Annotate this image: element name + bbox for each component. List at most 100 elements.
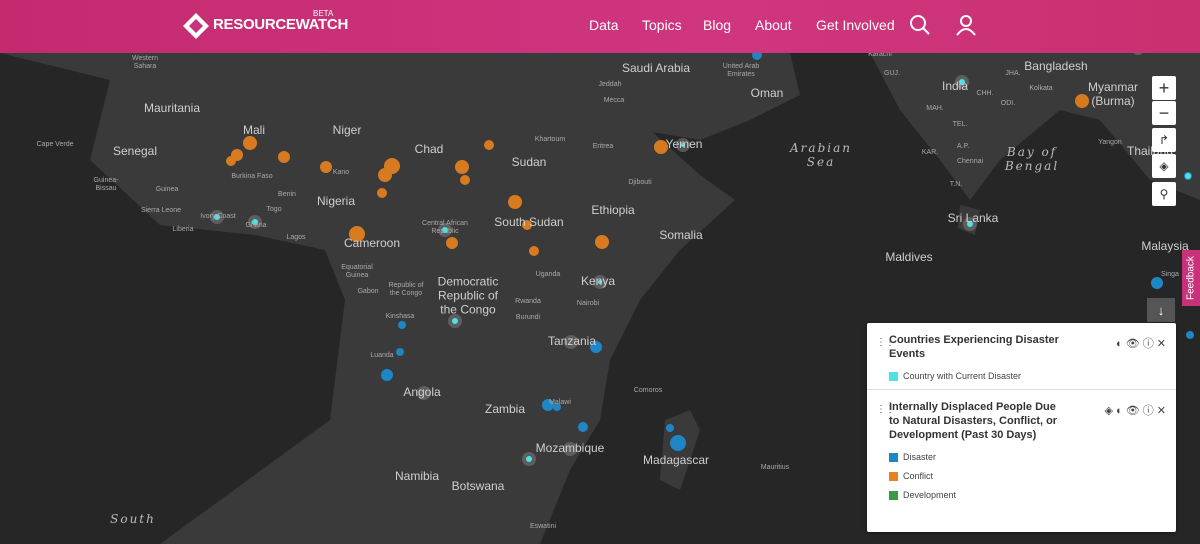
map-label: Nairobi [576, 299, 600, 307]
map-label: Bangladesh [1024, 59, 1088, 74]
legend-swatch [889, 371, 898, 381]
map-label: KAR. [921, 148, 939, 156]
header: RESOURCEWATCH BETA Data Topics Blog About Ge… [0, 0, 1200, 53]
legend-swatch [889, 490, 898, 500]
layer-title: Countries Experiencing Disaster Events [889, 334, 1059, 360]
nav-link[interactable]: Get Involved [816, 17, 895, 33]
map-label: Ivory Coast [200, 212, 236, 220]
legend-item: Development [889, 490, 1166, 500]
nav-link[interactable]: About [755, 17, 792, 33]
legend-label: Country with Current Disaster [903, 371, 1022, 381]
map-label: MAH. [926, 104, 944, 112]
layer-title: Internally Displaced People Due to Natur… [889, 401, 1058, 441]
share[interactable]: ↱ [1152, 128, 1176, 152]
map-label: Senegal [112, 144, 158, 159]
map-label: Liberia [172, 225, 194, 233]
map-label: South [110, 512, 156, 527]
map-label: Burkina Faso [231, 172, 273, 180]
map-label: Sierra Leone [140, 206, 182, 214]
drag-handle[interactable]: ⋮⋮ [876, 337, 895, 348]
layer-actions[interactable]: ◈ ◐ 👁 ⓘ ✕ [1104, 405, 1166, 417]
map-label: Mauritius [760, 463, 790, 471]
legend-swatch [889, 452, 898, 462]
map-label: CHH. [976, 89, 994, 97]
basemap[interactable]: ◈ [1152, 154, 1176, 178]
map-label: Nigeria [316, 194, 356, 209]
map-label: Republic of the Congo [388, 281, 424, 297]
nav-link[interactable]: Topics [642, 17, 682, 33]
map-label: Equatorial Guinea [341, 263, 373, 279]
map-label: Eritrea [592, 142, 614, 150]
map-label: Burundi [515, 313, 541, 321]
map-label: Ethiopia [591, 203, 635, 218]
map-label: Kolkata [1029, 84, 1053, 92]
map-label: Uganda [535, 270, 561, 278]
arabia [560, 53, 800, 140]
map-label: Chad [414, 142, 444, 157]
map-label: Malaysia [1141, 239, 1189, 254]
map-label: South Sudan [494, 215, 564, 230]
africa [0, 53, 735, 544]
map-label: Singa [1161, 270, 1179, 278]
map-label: Mauritania [143, 101, 201, 116]
legend-swatch [889, 471, 898, 481]
map-label: Togo [266, 205, 282, 213]
map-label: Mali [242, 123, 266, 138]
logo[interactable]: RESOURCEWATCH [213, 16, 348, 33]
map-label: A.P. [956, 142, 970, 150]
map-label: Oman [750, 86, 784, 101]
map-label: Kinshasa [385, 312, 415, 320]
legend-layer: ⋮⋮ ◈ ◐ 👁 ⓘ ✕ Internally Displaced People D… [867, 390, 1176, 508]
drag-handle[interactable]: ⋮⋮ [876, 404, 895, 415]
map-label: ODI. [1000, 99, 1016, 107]
map-label: Kenya [580, 274, 616, 289]
map-label: Karachi [868, 50, 892, 58]
nav-link[interactable]: Blog [703, 17, 732, 33]
legend-item: Disaster [889, 452, 1166, 462]
layer-actions[interactable]: ◐ 👁 ⓘ ✕ [1116, 338, 1166, 350]
map-label: Arabian Sea [790, 141, 852, 169]
map-label: Lagos [286, 233, 306, 241]
map-label: Yemen [665, 137, 703, 152]
search-location[interactable]: ⚲ [1152, 182, 1176, 206]
map-label: Madagascar [642, 453, 710, 468]
zoom-out[interactable]: − [1152, 101, 1176, 125]
map-label: Somalia [659, 228, 703, 243]
map-label: Kano [332, 168, 350, 176]
map-label: India [941, 79, 969, 94]
map-label: Angola [403, 385, 441, 400]
legend-item: Country with Current Disaster [889, 371, 1166, 381]
feedback-tab[interactable]: Feedback [1182, 250, 1200, 306]
map-label: Tanzania [547, 334, 597, 349]
map-label: Democratic Republic of the Congo [437, 274, 499, 316]
map-label: Mecca [603, 96, 625, 104]
map-label: JHA. [1005, 69, 1021, 77]
map-label: Malawi [549, 398, 571, 406]
map-label: Bay of Bengal [1004, 145, 1060, 173]
user-icon[interactable] [954, 13, 978, 37]
map-label: Zambia [484, 402, 526, 417]
logo-icon [183, 13, 209, 39]
legend-label: Conflict [903, 471, 934, 481]
map-label: Mozambique [535, 441, 605, 456]
map-label: Cameroon [343, 236, 401, 251]
map-label: Jeddah [598, 80, 622, 88]
conflict-dots [226, 94, 1089, 256]
map-label: Guinea-Bissau [93, 176, 119, 192]
map-label: Sri Lanka [947, 211, 999, 226]
map-label: Western Sahara [132, 54, 158, 70]
map-label: Guinea [155, 185, 179, 193]
search-icon[interactable] [908, 13, 932, 37]
collapse-legend[interactable]: ↓ [1147, 298, 1175, 322]
map-label: Myanmar (Burma) [1087, 80, 1138, 108]
india [870, 53, 1200, 200]
zoom-in[interactable]: + [1152, 76, 1176, 100]
map-label: Sudan [511, 155, 547, 170]
map-label: TEL. [952, 120, 968, 128]
map-label: GUJ. [884, 69, 900, 77]
legend-panel: ⋮⋮ ◐ 👁 ⓘ ✕ Countries Experiencing Disaster… [867, 323, 1176, 532]
nav-link[interactable]: Data [589, 17, 619, 33]
current-disaster-dots [214, 79, 1191, 462]
